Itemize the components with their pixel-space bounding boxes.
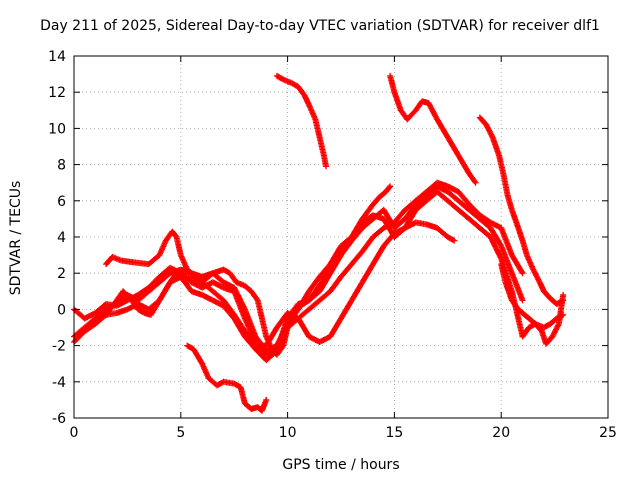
y-tick-label: -4 [52, 375, 66, 391]
trace-markers [477, 115, 565, 307]
axis-ticks: 0 5 10 15 20 25 -6 -4 -2 0 2 4 6 8 10 12 14 [48, 49, 617, 441]
trace-markers [498, 262, 565, 330]
trace-markers [103, 184, 393, 357]
grid-lines [74, 56, 608, 418]
trace-markers [93, 219, 456, 363]
x-tick-label: 5 [176, 425, 185, 441]
series-layer [71, 72, 567, 414]
x-tick-label: 10 [279, 425, 297, 441]
y-tick-label: 0 [57, 302, 66, 318]
trace-markers [387, 74, 478, 185]
series-track-i [476, 114, 567, 307]
series-track-g [273, 72, 330, 170]
trace-markers [72, 189, 526, 354]
y-axis-label: SDTVAR / TECUs [8, 180, 24, 296]
series-track-k [519, 291, 567, 347]
y-tick-label: 4 [57, 230, 66, 246]
x-tick-label: 0 [70, 425, 79, 441]
trace-markers [520, 293, 566, 346]
series-track-e [92, 219, 458, 364]
y-tick-label: -6 [52, 411, 66, 427]
y-tick-label: -2 [52, 339, 66, 355]
series-track-f [184, 342, 270, 414]
y-tick-label: 6 [57, 194, 66, 210]
chart-title: Day 211 of 2025, Sidereal Day-to-day VTE… [40, 18, 600, 34]
trace-markers [275, 73, 329, 168]
y-tick-label: 12 [48, 85, 66, 101]
trace-markers [185, 343, 269, 413]
y-tick-label: 14 [48, 49, 66, 65]
x-tick-label: 25 [599, 425, 617, 441]
series-track-d [103, 183, 394, 358]
x-axis-label: GPS time / hours [282, 457, 400, 473]
y-tick-label: 2 [57, 266, 66, 282]
series-track-h [387, 72, 479, 186]
x-tick-label: 15 [385, 425, 403, 441]
y-tick-label: 10 [48, 121, 66, 137]
series-track-b [71, 188, 526, 355]
y-tick-label: 8 [57, 158, 66, 174]
x-tick-label: 20 [492, 425, 510, 441]
